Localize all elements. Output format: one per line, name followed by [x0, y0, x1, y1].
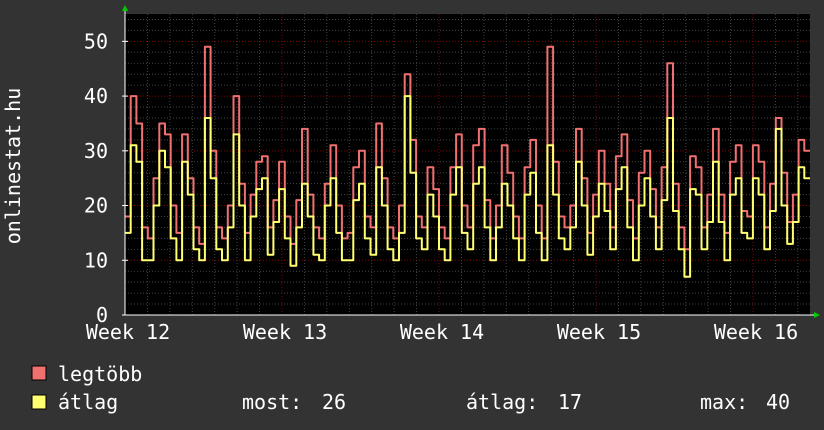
legend-max-value: 40 [766, 390, 790, 414]
legend-swatch-legtobb [31, 365, 47, 381]
y-tick-label: 0 [96, 303, 108, 327]
x-tick-label: Week 16 [714, 320, 798, 344]
y-tick-label: 10 [84, 248, 108, 272]
y-axis-label: onlinestat.hu [1, 88, 25, 245]
y-tick-label: 50 [84, 29, 108, 53]
x-tick-labels: Week 12 Week 13 Week 14 Week 15 Week 16 [86, 320, 798, 344]
y-tick-labels: 0 10 20 30 40 50 [84, 29, 108, 327]
x-tick-label: Week 12 [86, 320, 170, 344]
legend-avg-value: 17 [558, 390, 582, 414]
legend-most-label: most: [242, 390, 302, 414]
legend-most-value: 26 [322, 390, 346, 414]
x-tick-label: Week 15 [557, 320, 641, 344]
y-axis-arrow [122, 5, 128, 11]
legend-avg-label: átlag: [466, 390, 538, 414]
series-lines [125, 45, 810, 278]
x-tick-label: Week 13 [243, 320, 327, 344]
legend-label-atlag: átlag [58, 390, 118, 414]
legend-swatch-atlag [31, 394, 47, 410]
plot-area [125, 14, 810, 315]
y-tick-label: 40 [84, 84, 108, 108]
y-tick-label: 20 [84, 194, 108, 218]
x-axis-arrow [814, 312, 820, 318]
y-tick-label: 30 [84, 139, 108, 163]
axes [122, 5, 820, 318]
legend-label-legtobb: legtöbb [58, 362, 142, 386]
x-tick-label: Week 14 [400, 320, 484, 344]
series-line-1 [125, 95, 810, 278]
legend-max-label: max: [700, 390, 748, 414]
